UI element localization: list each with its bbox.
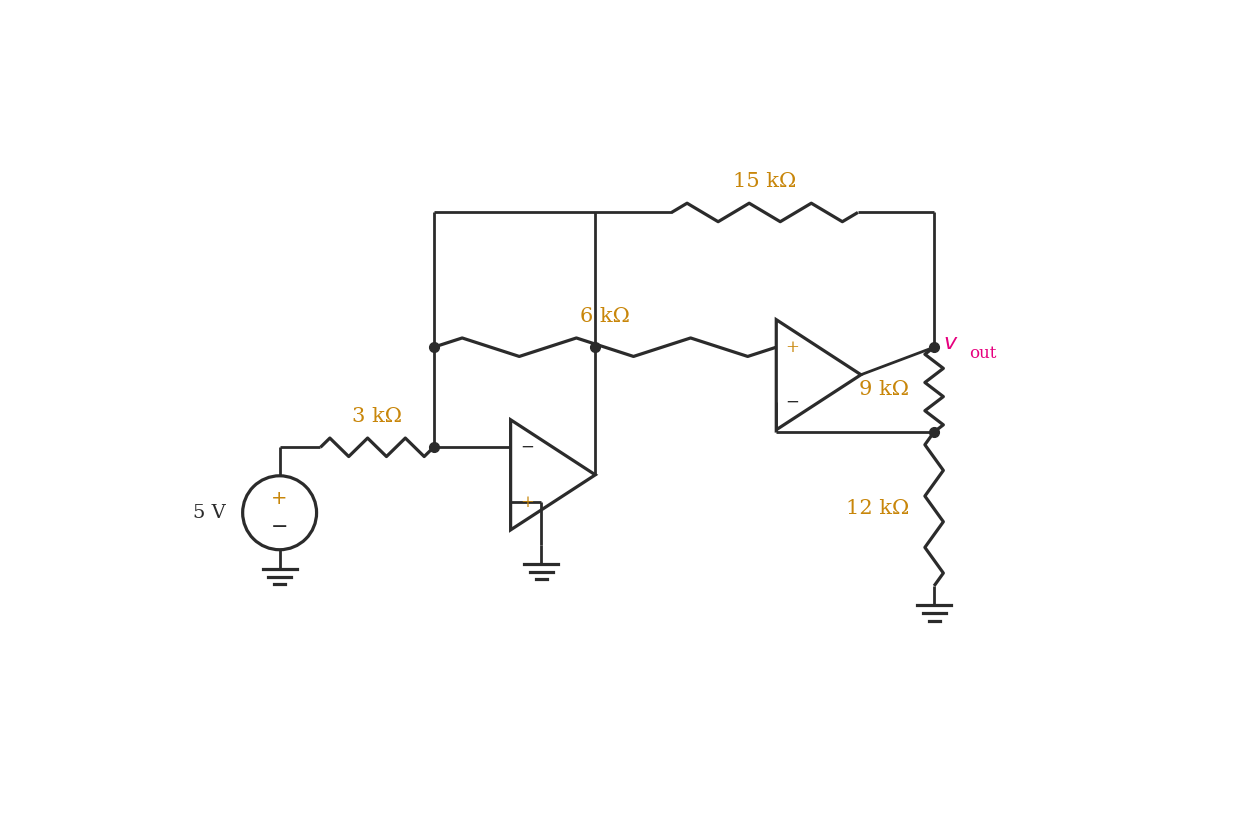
Text: −: − — [786, 394, 799, 411]
Text: $v$: $v$ — [943, 333, 959, 354]
Text: −: − — [520, 438, 534, 456]
Text: out: out — [969, 345, 996, 362]
Text: 12 kΩ: 12 kΩ — [846, 500, 910, 518]
Text: +: + — [520, 494, 534, 511]
Text: 3 kΩ: 3 kΩ — [352, 407, 402, 426]
Text: 15 kΩ: 15 kΩ — [733, 172, 797, 191]
Text: 6 kΩ: 6 kΩ — [579, 307, 630, 326]
Text: 9 kΩ: 9 kΩ — [860, 380, 910, 399]
Text: −: − — [270, 517, 288, 537]
Text: 5 V: 5 V — [194, 504, 226, 522]
Text: +: + — [786, 339, 799, 355]
Text: +: + — [272, 489, 288, 508]
